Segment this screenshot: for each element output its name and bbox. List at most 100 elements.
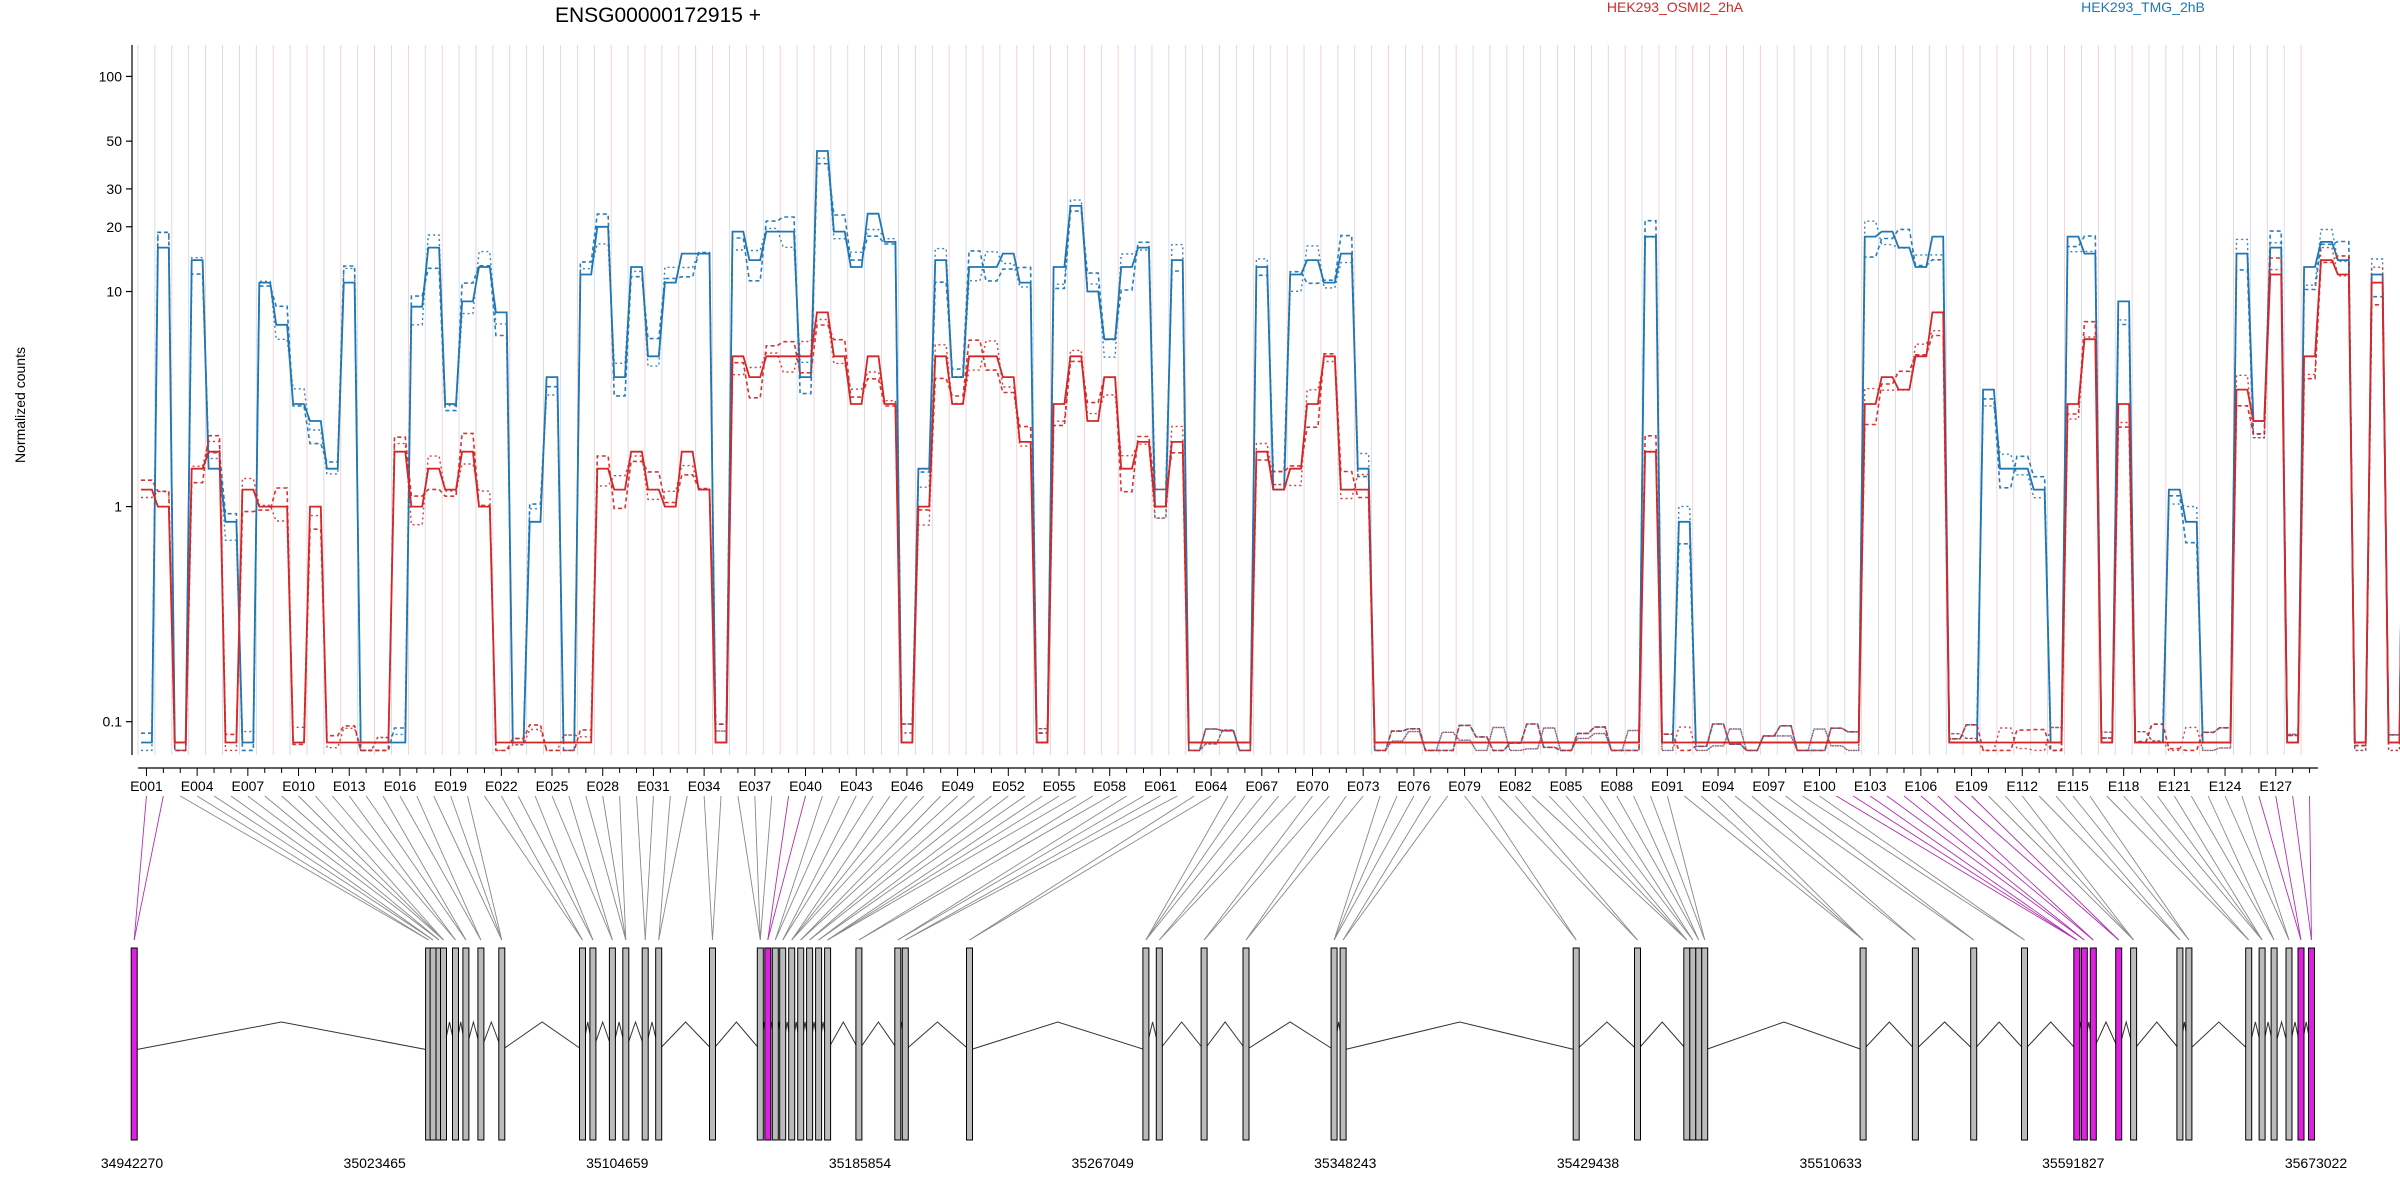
exon-connector-line (644, 795, 654, 941)
exon-connector-line (809, 795, 975, 941)
gene-model-layer: 34942270 35023465 35104659 35185854 35267049… (101, 947, 2347, 1171)
intron-connector (1637, 1021, 1688, 1051)
exon-box-highlighted (2073, 947, 2081, 1141)
exon-connector-line (905, 795, 1161, 941)
y-tick-label: 1 (114, 499, 122, 515)
exon-connector-line (1333, 795, 1398, 941)
legend-entry-osmi2: HEK293_OSMI2_2hA (1607, 0, 1744, 15)
exon-connector-line (1145, 795, 1263, 941)
series-line-osmi2-dashed (141, 255, 2400, 752)
exon-connector-line (1886, 795, 2085, 941)
exon-box (655, 947, 663, 1141)
exon-box (1634, 947, 1641, 1141)
x-tick-label: E073 (1347, 778, 1380, 794)
exon-connector-line (619, 795, 627, 941)
exon-connector-line (636, 795, 646, 941)
x-tick-label: E091 (1651, 778, 1684, 794)
exon-connector-line (1853, 795, 2078, 941)
exon-connector-line (213, 795, 434, 941)
exon-box (788, 947, 796, 1141)
exon-connector-line (2190, 795, 2275, 941)
x-tick-label: E115 (2057, 778, 2089, 794)
x-tick-label: E070 (1296, 778, 1329, 794)
exon-connector-line (774, 795, 823, 941)
exon-connector-line (1785, 795, 1975, 941)
x-tick-label: E112 (2006, 778, 2038, 794)
exon-connector-line (2055, 795, 2181, 941)
exon-box (709, 947, 716, 1141)
x-tick-label: E016 (384, 778, 417, 794)
exon-connector-line (1464, 795, 1577, 941)
exon-box (2270, 947, 2278, 1141)
genomic-coordinate-label: 35591827 (2042, 1155, 2105, 1171)
exon-box (2021, 947, 2028, 1141)
exon-connector-line (767, 795, 790, 941)
x-tick-label: E025 (536, 778, 569, 794)
exon-connector-line (399, 795, 482, 941)
exon-connector-line (2275, 795, 2302, 941)
exon-connector-line (517, 795, 594, 941)
x-tick-label: E037 (738, 778, 771, 794)
exon-box (2245, 947, 2253, 1141)
exon-box (966, 947, 973, 1141)
exon-box (1572, 947, 1580, 1141)
exon-box (589, 947, 597, 1141)
exon-box (1330, 947, 1338, 1141)
intron-connector (712, 1021, 761, 1051)
axes-layer: 0.1 1 10 20 30 50 100 E001 E004 E007 E010 E013 E016 E… (99, 45, 2318, 794)
exon-connector-line (382, 795, 467, 941)
x-tick-label: E088 (1600, 778, 1633, 794)
exon-connector-line (754, 795, 761, 941)
x-tick-label: E103 (1854, 778, 1887, 794)
exon-connector-line (2292, 795, 2312, 941)
x-tick-label: E067 (1245, 778, 1278, 794)
exon-connector-line (467, 795, 503, 941)
y-tick-label: 20 (106, 219, 122, 235)
exon-connector-line (897, 795, 1144, 941)
exon-connector-line (196, 795, 429, 941)
exon-box (452, 947, 459, 1141)
exon-box (824, 947, 832, 1141)
exon-connector-line (800, 795, 942, 941)
exon-connector-line (2241, 795, 2290, 941)
x-tick-label: E040 (789, 778, 822, 794)
exon-connector-line (818, 795, 1026, 941)
genomic-coordinate-label: 35429438 (1557, 1155, 1620, 1171)
exon-connector-line (1751, 795, 1916, 941)
x-tick-label: E061 (1144, 778, 1177, 794)
exon-connector-line (568, 795, 613, 941)
exon-connector-line (858, 795, 1094, 941)
exon-connector-line (1333, 795, 1381, 941)
exon-box (641, 947, 649, 1141)
exon-box-highlighted (2115, 947, 2123, 1141)
exon-box (462, 947, 470, 1141)
exon-connector-line (1599, 795, 1694, 941)
exon-connector-line (809, 795, 992, 941)
x-tick-label: E094 (1702, 778, 1735, 794)
exon-connector-line (602, 795, 627, 941)
exon-connector-line (897, 795, 1127, 941)
exon-connector-line (534, 795, 594, 941)
exon-box (440, 947, 447, 1141)
exon-connector-line (1548, 795, 1688, 941)
exon-box (806, 947, 814, 1141)
x-tick-label: E055 (1043, 778, 1076, 794)
chart-title: ENSG00000172915 + (555, 4, 761, 27)
exon-connector-line (2224, 795, 2290, 941)
x-tick-label: E046 (891, 778, 924, 794)
exon-connector-line (1954, 795, 2119, 941)
x-tick-label: E034 (688, 778, 721, 794)
y-tick-label: 50 (106, 133, 122, 149)
exon-connector-line (2072, 795, 2190, 941)
exon-box (756, 947, 764, 1141)
intron-connector (134, 1021, 429, 1051)
exon-connector-line (1650, 795, 1706, 941)
exon-connector-line (782, 795, 874, 941)
series-line-tmg (141, 150, 2400, 744)
x-tick-label: E052 (992, 778, 1025, 794)
genomic-coordinate-label: 35267049 (1072, 1155, 1135, 1171)
x-tick-label: E010 (282, 778, 315, 794)
legend-entry-tmg: HEK293_TMG_2hB (2081, 0, 2205, 15)
exon-connector-line (1582, 795, 1694, 941)
exon-connector-line (1498, 795, 1638, 941)
